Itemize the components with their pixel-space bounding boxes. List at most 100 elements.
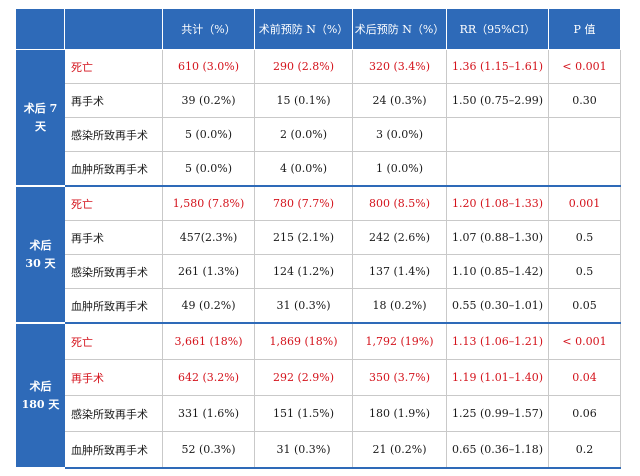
table-row: 感染所致再手术 5 (0.0%) 2 (0.0%) 3 (0.0%) [17, 117, 621, 152]
p-value-cell: 0.30 [548, 83, 621, 118]
outcomes-table: 共计（%） 术前预防 N（%） 术后预防 N（%） RR（95%CI） P 值 … [16, 8, 621, 469]
rr-cell [446, 151, 549, 187]
pre-op-cell: 780 (7.7%) [254, 185, 353, 221]
header-pre-op: 术前预防 N（%） [254, 8, 353, 50]
rr-cell: 1.25 (0.99–1.57) [446, 395, 549, 432]
p-value-cell: 0.5 [548, 220, 621, 255]
pre-op-cell: 292 (2.9%) [254, 359, 353, 396]
p-value-cell [548, 151, 621, 187]
rr-cell: 0.55 (0.30–1.01) [446, 288, 549, 324]
table-row: 感染所致再手术 261 (1.3%) 124 (1.2%) 137 (1.4%) 1.1… [17, 254, 621, 289]
event-cell: 血肿所致再手术 [64, 151, 163, 187]
event-cell: 再手术 [64, 220, 163, 255]
post-op-cell: 21 (0.2%) [352, 431, 447, 469]
event-cell: 再手术 [64, 359, 163, 396]
rr-cell: 1.10 (0.85–1.42) [446, 254, 549, 289]
rr-cell: 1.50 (0.75–2.99) [446, 83, 549, 118]
pre-op-cell: 31 (0.3%) [254, 431, 353, 469]
rr-cell: 0.65 (0.36–1.18) [446, 431, 549, 469]
total-cell: 39 (0.2%) [162, 83, 255, 118]
table-row: 术后 30 天 死亡 1,580 (7.8%) 780 (7.7%) 800 (8.5%)… [16, 185, 621, 324]
period-label-line1: 术后 [29, 238, 52, 252]
table-row: 再手术 39 (0.2%) 15 (0.1%) 24 (0.3%) 1.50 (0.75… [17, 83, 621, 118]
rr-cell [446, 117, 549, 152]
total-cell: 49 (0.2%) [162, 288, 255, 324]
period-label-line1: 术后 7 [23, 101, 58, 115]
table-row: 血肿所致再手术 5 (0.0%) 4 (0.0%) 1 (0.0%) [17, 151, 621, 187]
event-cell: 死亡 [64, 322, 163, 360]
event-cell: 死亡 [64, 49, 163, 84]
post-op-cell: 242 (2.6%) [352, 220, 447, 255]
pre-op-cell: 2 (0.0%) [254, 117, 353, 152]
event-cell: 血肿所致再手术 [64, 288, 163, 324]
pre-op-cell: 4 (0.0%) [254, 151, 353, 187]
header-event [64, 8, 163, 50]
p-value-cell: 0.001 [548, 185, 621, 221]
p-value-cell: < 0.001 [548, 49, 621, 84]
rr-cell: 1.07 (0.88–1.30) [446, 220, 549, 255]
post-op-cell: 180 (1.9%) [352, 395, 447, 432]
post-op-cell: 1,792 (19%) [352, 322, 447, 360]
post-op-cell: 350 (3.7%) [352, 359, 447, 396]
period-label-line1: 术后 [29, 379, 52, 393]
p-value-cell: < 0.001 [548, 322, 621, 360]
table-header: 共计（%） 术前预防 N（%） 术后预防 N（%） RR（95%CI） P 值 [16, 8, 621, 50]
header-row: 共计（%） 术前预防 N（%） 术后预防 N（%） RR（95%CI） P 值 [16, 8, 621, 50]
header-total: 共计（%） [162, 8, 255, 50]
total-cell: 261 (1.3%) [162, 254, 255, 289]
pre-op-cell: 290 (2.8%) [254, 49, 353, 84]
rr-cell: 1.20 (1.08–1.33) [446, 185, 549, 221]
table-row: 术后 180 天 死亡 3,661 (18%) 1,869 (18%) 1,792 (19… [16, 322, 621, 469]
period-label-line2: 180 天 [21, 397, 60, 411]
p-value-cell: 0.06 [548, 395, 621, 432]
pre-op-cell: 151 (1.5%) [254, 395, 353, 432]
post-op-cell: 24 (0.3%) [352, 83, 447, 118]
rr-cell: 1.36 (1.15–1.61) [446, 49, 549, 84]
total-cell: 3,661 (18%) [162, 322, 255, 360]
event-cell: 感染所致再手术 [64, 395, 163, 432]
total-cell: 1,580 (7.8%) [162, 185, 255, 221]
total-cell: 642 (3.2%) [162, 359, 255, 396]
event-cell: 死亡 [64, 185, 163, 221]
table-row: 再手术 457(2.3%) 215 (2.1%) 242 (2.6%) 1.07 (0.… [17, 220, 621, 255]
post-op-cell: 3 (0.0%) [352, 117, 447, 152]
total-cell: 331 (1.6%) [162, 395, 255, 432]
table-row: 血肿所致再手术 52 (0.3%) 31 (0.3%) 21 (0.2%) 0.65 (… [17, 431, 621, 469]
period-label-line2: 30 天 [25, 256, 56, 270]
event-cell: 感染所致再手术 [64, 117, 163, 152]
period-label: 术后 7 天 [16, 49, 65, 187]
post-op-cell: 320 (3.4%) [352, 49, 447, 84]
table-row: 再手术 642 (3.2%) 292 (2.9%) 350 (3.7%) 1.19 (1… [17, 359, 621, 396]
post-op-cell: 1 (0.0%) [352, 151, 447, 187]
total-cell: 457(2.3%) [162, 220, 255, 255]
period-label: 术后 30 天 [16, 185, 65, 324]
header-post-op: 术后预防 N（%） [352, 8, 447, 50]
header-period [16, 8, 65, 50]
post-op-cell: 800 (8.5%) [352, 185, 447, 221]
rr-cell: 1.13 (1.06–1.21) [446, 322, 549, 360]
pre-op-cell: 215 (2.1%) [254, 220, 353, 255]
event-cell: 感染所致再手术 [64, 254, 163, 289]
total-cell: 610 (3.0%) [162, 49, 255, 84]
header-p-value: P 值 [548, 8, 621, 50]
rr-cell: 1.19 (1.01–1.40) [446, 359, 549, 396]
p-value-cell [548, 117, 621, 152]
event-cell: 再手术 [64, 83, 163, 118]
p-value-cell: 0.04 [548, 359, 621, 396]
total-cell: 52 (0.3%) [162, 431, 255, 469]
pre-op-cell: 1,869 (18%) [254, 322, 353, 360]
total-cell: 5 (0.0%) [162, 117, 255, 152]
period-label: 术后 180 天 [16, 322, 65, 469]
post-op-cell: 18 (0.2%) [352, 288, 447, 324]
p-value-cell: 0.2 [548, 431, 621, 469]
table-row: 术后 7 天 死亡 610 (3.0%) 290 (2.8%) 320 (3.4%) 1.3… [16, 49, 621, 187]
event-cell: 血肿所致再手术 [64, 431, 163, 469]
table-body: 术后 7 天死亡 610 (3.0%) 290 (2.8%) 320 (3.4%) 1.3… [16, 49, 621, 469]
total-cell: 5 (0.0%) [162, 151, 255, 187]
p-value-cell: 0.5 [548, 254, 621, 289]
table-row: 感染所致再手术 331 (1.6%) 151 (1.5%) 180 (1.9%) 1.2… [17, 395, 621, 432]
p-value-cell: 0.05 [548, 288, 621, 324]
post-op-cell: 137 (1.4%) [352, 254, 447, 289]
header-rr: RR（95%CI） [446, 8, 549, 50]
